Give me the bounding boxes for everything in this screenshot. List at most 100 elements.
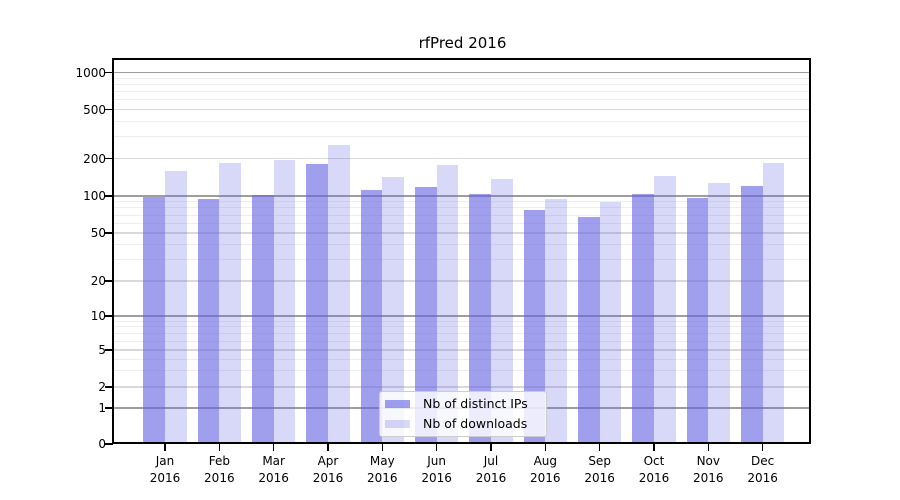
bar-downloads	[165, 170, 187, 444]
x-tick-label: Feb 2016	[204, 454, 235, 485]
x-tick-mark	[164, 444, 166, 451]
x-tick-mark	[707, 444, 710, 451]
x-tick-mark	[490, 444, 492, 451]
bar-downloads	[490, 179, 513, 444]
bar-downloads	[653, 175, 676, 444]
y-tick-mark	[104, 71, 113, 74]
gridline	[114, 108, 811, 111]
gridline	[114, 83, 811, 85]
y-tick-mark	[104, 386, 113, 388]
gridline	[114, 71, 811, 74]
bar-downloads	[327, 145, 350, 444]
bar-downloads	[545, 198, 567, 444]
y-tick-label: 100	[83, 189, 106, 203]
bar-downloads	[708, 183, 730, 444]
bar-downloads	[599, 202, 622, 444]
legend: Nb of distinct IPs Nb of downloads	[379, 391, 547, 437]
x-tick-label: Jan 2016	[149, 454, 181, 485]
bar-distinct-ips	[360, 189, 383, 444]
y-tick-label: 10	[90, 309, 106, 323]
x-tick-mark	[544, 444, 547, 451]
x-tick-label: Jul 2016	[475, 454, 507, 485]
bars-layer	[114, 60, 811, 444]
x-tick-mark	[218, 444, 221, 451]
y-tick-mark	[104, 195, 113, 197]
gridline	[114, 326, 811, 328]
gridline	[114, 340, 811, 342]
bar-downloads	[762, 162, 785, 444]
gridline	[114, 158, 811, 160]
y-tick-mark	[104, 315, 113, 317]
x-tick-label: Oct 2016	[638, 454, 670, 485]
x-tick-label: Apr 2016	[312, 454, 344, 485]
x-tick-label: May 2016	[367, 454, 398, 485]
gridline	[114, 201, 811, 203]
bar-distinct-ips	[414, 187, 437, 444]
gridline	[114, 136, 811, 138]
x-tick-label: Dec 2016	[747, 454, 778, 485]
x-tick-label: Mar 2016	[258, 454, 289, 485]
y-tick-label: 0	[98, 437, 106, 451]
bar-distinct-ips	[251, 194, 274, 444]
y-tick-label: 5	[98, 343, 106, 357]
legend-item-downloads: Nb of downloads	[385, 415, 546, 431]
y-tick-mark	[104, 232, 113, 234]
plot-area	[114, 60, 811, 444]
y-tick-label: 500	[83, 102, 106, 117]
y-tick-mark	[104, 349, 113, 351]
gridline	[114, 349, 811, 351]
x-tick-mark	[272, 444, 275, 451]
chart-title: rfPred 2016	[418, 34, 507, 52]
x-tick-mark	[598, 444, 601, 451]
gridline	[114, 232, 811, 234]
gridline	[114, 244, 811, 246]
bar-distinct-ips	[632, 193, 654, 444]
bar-distinct-ips	[740, 186, 763, 444]
x-tick-mark	[381, 444, 384, 451]
gridline	[114, 214, 811, 216]
gridline	[114, 259, 811, 261]
legend-swatch-downloads-icon	[385, 419, 410, 428]
x-tick-mark	[435, 444, 438, 451]
x-tick-mark	[653, 444, 655, 451]
y-tick-label: 50	[90, 226, 106, 240]
y-tick-label: 20	[90, 274, 106, 288]
legend-item-distinct-ips: Nb of distinct IPs	[385, 397, 546, 411]
gridline	[114, 207, 811, 209]
y-tick-mark	[104, 407, 113, 409]
gridline	[114, 320, 811, 322]
y-tick-mark	[104, 157, 113, 160]
bar-distinct-ips	[197, 198, 220, 444]
legend-label-distinct-ips: Nb of distinct IPs	[423, 396, 528, 412]
bar-downloads	[219, 162, 242, 444]
gridline	[114, 386, 811, 388]
y-tick-label: 200	[83, 151, 106, 166]
bar-distinct-ips	[577, 216, 600, 444]
x-tick-mark	[761, 444, 764, 451]
x-tick-label: Jun 2016	[421, 454, 452, 485]
bar-distinct-ips	[523, 209, 546, 444]
y-tick-label: 2	[98, 380, 106, 394]
legend-swatch-distinct-ips-icon	[385, 400, 410, 409]
bar-distinct-ips	[306, 163, 328, 444]
grid-layer	[114, 60, 811, 444]
y-tick-label: 1000	[75, 65, 106, 80]
gridline	[114, 99, 811, 101]
x-tick-label: Sep 2016	[584, 454, 615, 485]
x-tick-mark	[327, 444, 329, 451]
gridline	[114, 120, 811, 122]
bar-distinct-ips	[686, 198, 709, 444]
gridline	[114, 222, 811, 224]
y-tick-label: 1	[98, 401, 106, 415]
gridline	[114, 370, 811, 372]
bar-downloads	[382, 176, 404, 444]
gridline	[114, 195, 811, 197]
y-tick-mark	[104, 108, 113, 111]
gridline	[114, 91, 811, 93]
gridline	[114, 358, 811, 360]
y-tick-mark	[104, 443, 113, 445]
legend-label-downloads: Nb of downloads	[423, 415, 528, 431]
x-tick-label: Aug 2016	[530, 454, 561, 485]
bar-distinct-ips	[469, 193, 491, 444]
